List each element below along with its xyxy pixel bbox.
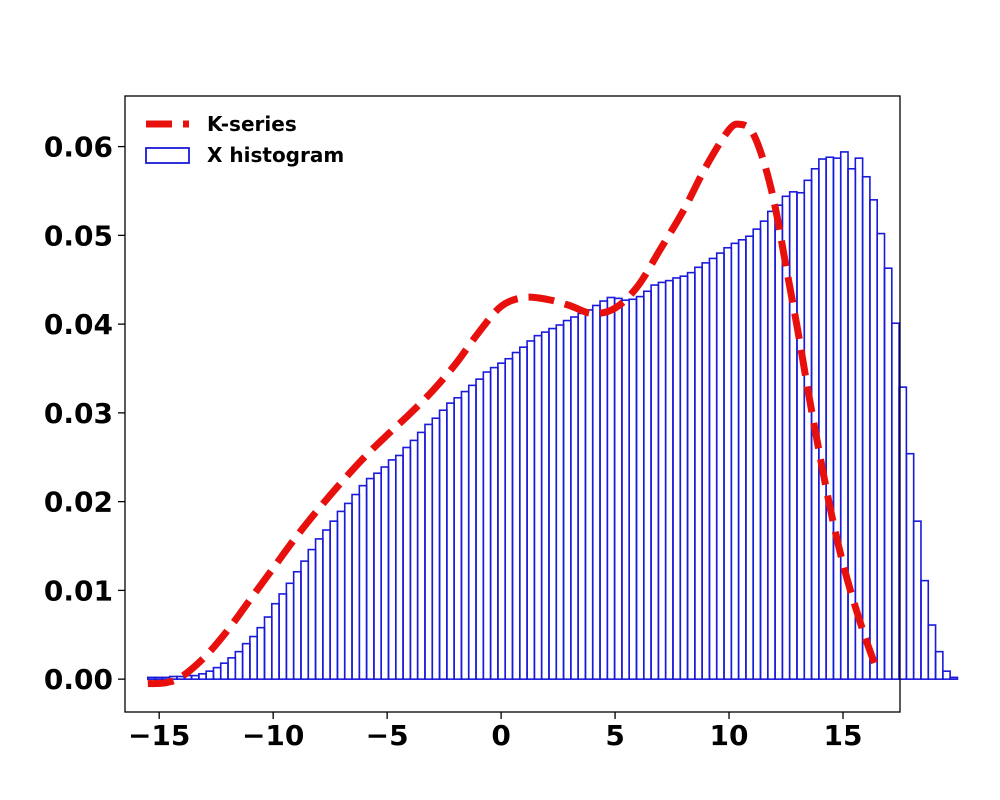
y-tick-label: 0.06 <box>44 131 113 164</box>
x-axis: −15 −10 −5 0 5 10 15 <box>128 712 863 752</box>
legend-label-k-series: K-series <box>207 112 297 136</box>
histogram-bar <box>934 650 944 680</box>
y-axis: 0.00 0.01 0.02 0.03 0.04 0.05 0.06 <box>44 131 125 696</box>
y-tick-label: 0.04 <box>44 308 113 341</box>
legend-label-x-histogram: X histogram <box>207 143 344 167</box>
x-tick-label: 10 <box>710 719 749 752</box>
y-tick-label: 0.00 <box>44 663 113 696</box>
x-tick-label: 15 <box>824 719 863 752</box>
y-tick-label: 0.01 <box>44 574 113 607</box>
x-tick-label: 0 <box>491 719 510 752</box>
plot-frame <box>124 95 901 713</box>
x-tick-label: −15 <box>128 719 190 752</box>
legend-swatch-x-histogram <box>145 147 190 164</box>
histogram-bars <box>146 151 959 680</box>
x-tick-label: 5 <box>605 719 624 752</box>
y-tick-label: 0.02 <box>44 486 113 519</box>
histogram-bar <box>942 670 951 680</box>
x-tick-label: −5 <box>366 719 409 752</box>
x-tick-label: −10 <box>242 719 304 752</box>
y-tick-label: 0.05 <box>44 219 113 252</box>
y-tick-label: 0.03 <box>44 397 113 430</box>
histogram-bar <box>949 676 959 680</box>
k-series-line <box>147 120 881 688</box>
legend: K-series X histogram <box>145 112 344 167</box>
